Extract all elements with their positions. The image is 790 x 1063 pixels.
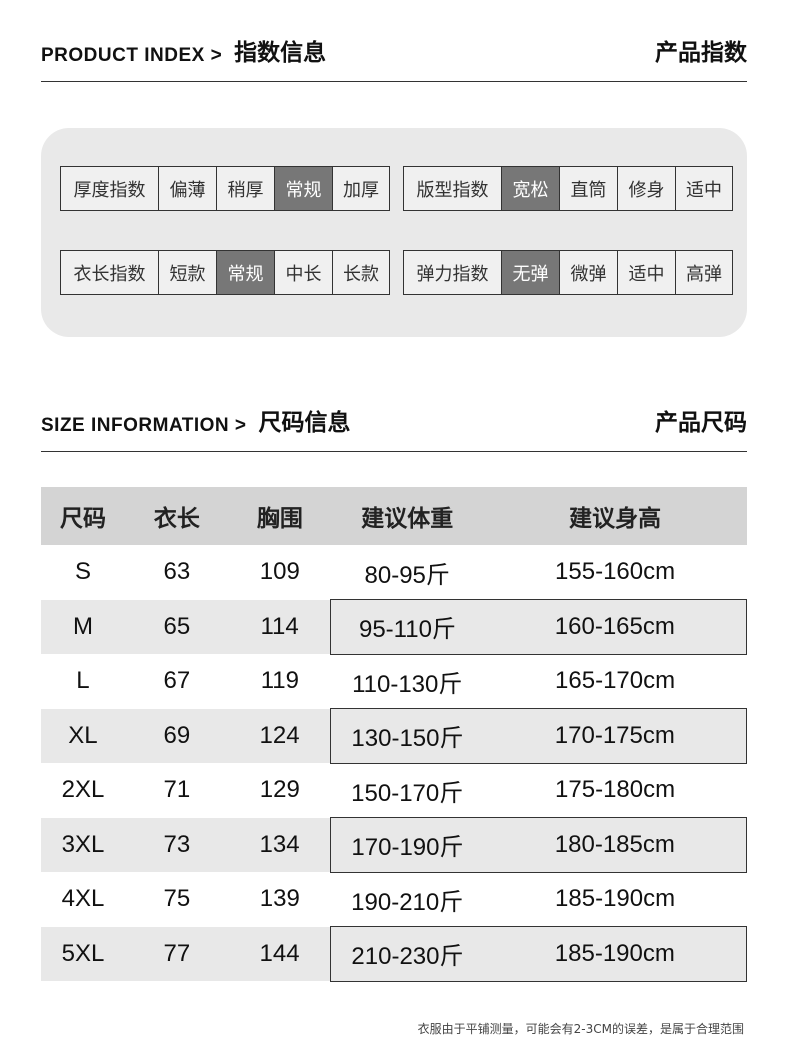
index-option: 长款 [332, 251, 389, 294]
table-cell: 73 [124, 817, 229, 872]
table-cell: 185-190cm [483, 926, 747, 982]
table-cell: 67 [163, 667, 191, 695]
column-header: 建议体重 [330, 487, 484, 545]
index-option: 加厚 [332, 167, 389, 210]
section-right-title: 产品指数 [655, 40, 747, 66]
index-label: 版型指数 [416, 179, 489, 201]
table-cell: 109 [259, 558, 300, 586]
table-cell: 165-170cm [555, 667, 676, 695]
table-cell: 63 [163, 558, 191, 586]
size-info-header: SIZE INFORMATION > 尺码信息 产品尺码 [41, 410, 747, 452]
index-label: 厚度指数 [73, 179, 146, 201]
table-row: 5XL 77 144 210-230斤 185-190cm [41, 926, 747, 982]
index-panel [41, 128, 747, 337]
index-option: 微弹 [559, 251, 617, 294]
table-cell: 185-190cm [555, 885, 676, 913]
table-cell: 77 [124, 926, 229, 981]
index-option-selected: 宽松 [501, 167, 559, 210]
table-cell: 139 [259, 885, 300, 913]
table-cell: 190-210斤 [351, 888, 464, 916]
table-cell: 119 [260, 667, 299, 695]
table-cell: M [41, 599, 125, 654]
table-cell: 160-165cm [483, 599, 747, 655]
section-title-en: PRODUCT INDEX > [41, 45, 223, 66]
section-title-cn: 尺码信息 [258, 410, 351, 436]
table-cell: 130-150斤 [330, 708, 484, 764]
product-index-header: PRODUCT INDEX > 指数信息 产品指数 [41, 40, 747, 82]
table-cell: 170-175cm [483, 708, 747, 764]
index-group: 弹力指数 无弹 微弹 适中 高弹 [403, 250, 733, 295]
index-option: 修身 [617, 167, 675, 210]
table-cell: 124 [228, 708, 331, 763]
table-row: S 63 109 80-95斤 155-160cm [41, 545, 747, 600]
table-cell: 134 [228, 817, 331, 872]
table-row: 4XL 75 139 190-210斤 185-190cm [41, 872, 747, 927]
table-cell: 155-160cm [555, 558, 676, 585]
table-cell: 144 [228, 926, 331, 981]
index-label: 衣长指数 [73, 263, 146, 285]
index-label: 弹力指数 [416, 263, 489, 285]
index-option-selected: 常规 [274, 167, 332, 210]
table-row: 3XL 73 134 170-190斤 180-185cm [41, 817, 747, 873]
table-cell: S [74, 558, 91, 586]
size-table: 尺码 衣长 胸围 建议体重 建议身高 S 63 109 80-95斤 155-160cm M 65 1… [41, 487, 747, 982]
table-cell: 129 [259, 776, 300, 804]
table-cell: 175-180cm [555, 776, 676, 804]
index-group: 版型指数 宽松 直筒 修身 适中 [403, 166, 733, 211]
table-cell: 5XL [41, 926, 125, 981]
table-row: 2XL 71 129 150-170斤 175-180cm [41, 763, 747, 818]
index-option: 中长 [274, 251, 332, 294]
index-option: 适中 [675, 167, 732, 210]
table-cell: 75 [163, 885, 191, 913]
table-cell: 114 [228, 599, 331, 654]
table-row: XL 69 124 130-150斤 170-175cm [41, 708, 747, 764]
table-row: L 67 119 110-130斤 165-170cm [41, 654, 747, 709]
index-option: 稍厚 [216, 167, 274, 210]
table-cell: 110-130斤 [352, 670, 463, 698]
measurement-note: 衣服由于平铺测量，可能会有2-3CM的误差，是属于合理范围 [417, 1022, 744, 1036]
column-header: 胸围 [228, 487, 331, 545]
column-header: 衣长 [124, 487, 229, 545]
section-title-en: SIZE INFORMATION > [41, 415, 247, 436]
column-header: 尺码 [41, 487, 125, 545]
table-row: M 65 114 95-110斤 160-165cm [41, 599, 747, 655]
table-cell: 150-170斤 [351, 779, 464, 807]
index-option-selected: 常规 [216, 251, 274, 294]
index-group: 衣长指数 短款 常规 中长 长款 [60, 250, 390, 295]
section-title-cn: 指数信息 [234, 40, 327, 66]
table-cell: 71 [163, 776, 191, 804]
table-cell: L [76, 667, 90, 695]
index-option: 直筒 [559, 167, 617, 210]
index-option: 偏薄 [158, 167, 216, 210]
table-cell: 210-230斤 [330, 926, 484, 982]
index-option: 高弹 [675, 251, 732, 294]
table-cell: XL [41, 708, 125, 763]
table-cell: 65 [124, 599, 229, 654]
table-cell: 69 [124, 708, 229, 763]
table-cell: 180-185cm [483, 817, 747, 873]
index-option-selected: 无弹 [501, 251, 559, 294]
index-option: 短款 [158, 251, 216, 294]
table-cell: 2XL [61, 776, 105, 804]
index-option: 适中 [617, 251, 675, 294]
index-group: 厚度指数 偏薄 稍厚 常规 加厚 [60, 166, 390, 211]
table-cell: 3XL [41, 817, 125, 872]
table-cell: 95-110斤 [330, 599, 484, 655]
table-cell: 4XL [61, 885, 105, 913]
column-header: 建议身高 [483, 487, 747, 545]
section-right-title: 产品尺码 [655, 410, 747, 436]
table-cell: 170-190斤 [330, 817, 484, 873]
table-cell: 80-95斤 [364, 561, 450, 589]
